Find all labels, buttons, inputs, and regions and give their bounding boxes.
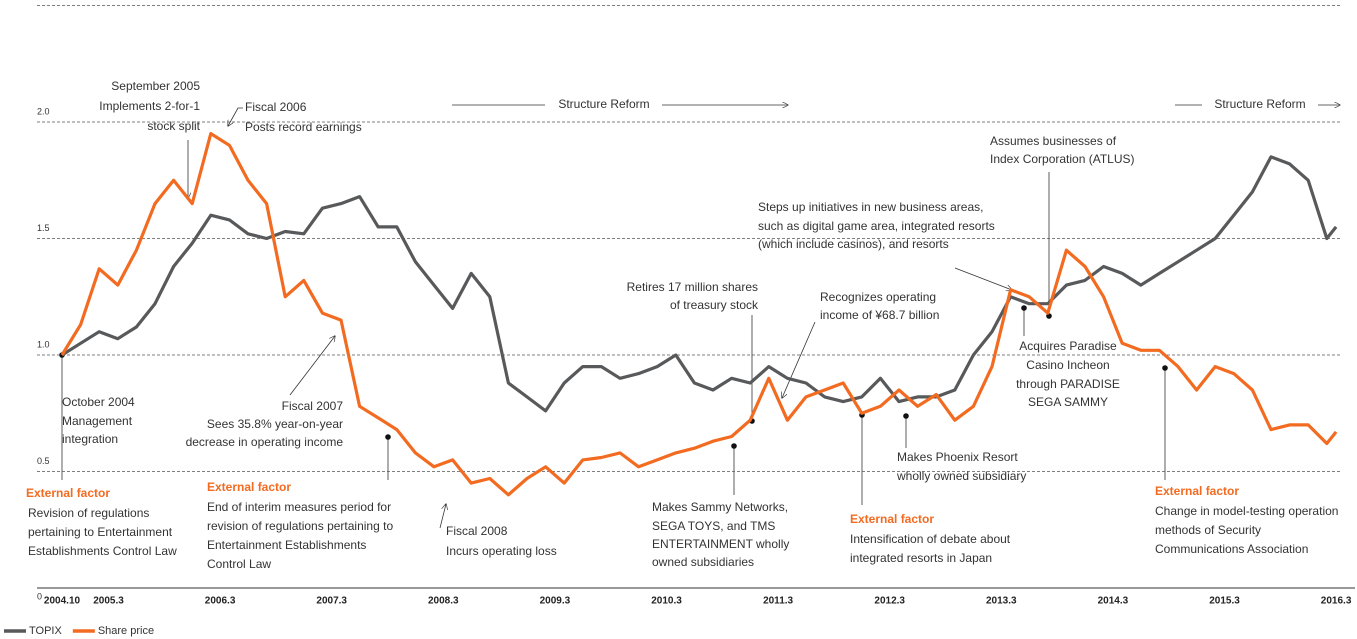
x-tick-label: 2016.3 [1321,596,1352,607]
external-factor-heading: External factor [207,480,291,494]
annotation: decrease in operating income [186,435,344,449]
annotation: Fiscal 2008 [446,524,508,538]
annotation: Recognizes operating [820,290,936,304]
annotation: Fiscal 2007 [282,399,344,413]
event-dot [385,434,391,440]
external-factor-text: End of interim measures period for [207,500,391,514]
y-tick-label: 0 [37,591,42,601]
annotation: Index Corporation (ATLUS) [990,152,1135,166]
leader-arrow [289,336,335,396]
external-factor-text: revision of regulations pertaining to [207,519,393,533]
x-tick-label: 2008.3 [428,596,459,607]
annotation: October 2004 [62,395,135,409]
event-dot [731,443,737,449]
annotation: Acquires Paradise [1019,339,1117,353]
x-tick-label: 2005.3 [93,596,124,607]
event-dot [1021,305,1027,311]
annotation: SEGA SAMMY [1028,395,1108,409]
annotation: wholly owned subsidiary [896,469,1026,483]
annotation: SEGA TOYS, and TMS [652,519,775,533]
series-line [61,155,1338,413]
external-factor-heading: External factor [1155,484,1239,498]
x-tick-label: 2004.10 [44,596,81,607]
leader-arrow [439,504,446,529]
external-factor-text: Communications Association [1155,542,1308,556]
legend-label: Share price [98,625,154,637]
x-tick-label: 2015.3 [1209,596,1240,607]
annotation: stock split [147,119,200,133]
external-factor-heading: External factor [850,512,934,526]
annotation: Management [62,414,133,428]
x-tick-label: 2006.3 [205,596,236,607]
external-factor-text: Intensification of debate about [850,532,1011,546]
external-factor-text: Entertainment Establishments [207,538,366,552]
event-dot [1162,365,1168,371]
x-tick-label: 2013.3 [986,596,1017,607]
external-factor-text: pertaining to Entertainment [28,525,173,539]
annotation: through PARADISE [1016,377,1120,391]
annotation: Retires 17 million shares [627,280,758,294]
annotation: Casino Incheon [1026,358,1109,372]
series-line [60,132,1338,497]
external-factor-text: Change in model-testing operation [1155,504,1338,518]
x-tick-label: 2012.3 [874,596,905,607]
annotation: Makes Phoenix Resort [897,450,1018,464]
external-factor-text: integrated resorts in Japan [850,551,992,565]
x-tick-label: 2009.3 [540,596,571,607]
annotation: Implements 2-for-1 [99,99,200,113]
annotation: of treasury stock [670,298,759,312]
annotation: integration [62,432,118,446]
y-tick-label: 1.5 [37,223,50,233]
annotation: Assumes businesses of [990,134,1117,148]
annotation: Makes Sammy Networks, [652,500,788,514]
x-tick-label: 2014.3 [1098,596,1129,607]
reform-label: Structure Reform [558,97,649,111]
annotation: Fiscal 2006 [245,100,307,114]
leader-arrow [782,321,816,398]
external-factor-text: methods of Security [1155,523,1261,537]
y-tick-label: 2.0 [37,106,50,116]
legend-label: TOPIX [29,625,62,637]
external-factor-heading: External factor [26,486,110,500]
reform-label: Structure Reform [1214,97,1305,111]
annotation: Steps up initiatives in new business are… [758,200,983,214]
x-tick-label: 2010.3 [651,596,682,607]
event-dot [903,413,909,419]
leader-arrow [228,107,243,126]
y-tick-label: 1.0 [37,339,50,349]
annotation: income of ¥68.7 billion [820,308,939,322]
annotation: Posts record earnings [245,120,362,134]
annotation: owned subsidiaries [652,555,754,569]
y-tick-label: 0.5 [37,456,50,466]
annotation: Sees 35.8% year-on-year [207,417,343,431]
x-tick-label: 2007.3 [316,596,347,607]
annotation: ENTERTAINMENT wholly [652,537,789,551]
external-factor-text: Establishments Control Law [28,544,177,558]
x-tick-label: 2011.3 [763,596,793,607]
annotation: Incurs operating loss [446,544,557,558]
external-factor-text: Control Law [207,557,271,571]
annotation: (which include casinos), and resorts [758,237,949,251]
leaders [59,105,1340,529]
leader-arrow [954,267,1012,290]
annotation: such as digital game area, integrated re… [758,219,995,233]
annotation: September 2005 [111,79,200,93]
external-factor-text: Revision of regulations [28,506,149,520]
